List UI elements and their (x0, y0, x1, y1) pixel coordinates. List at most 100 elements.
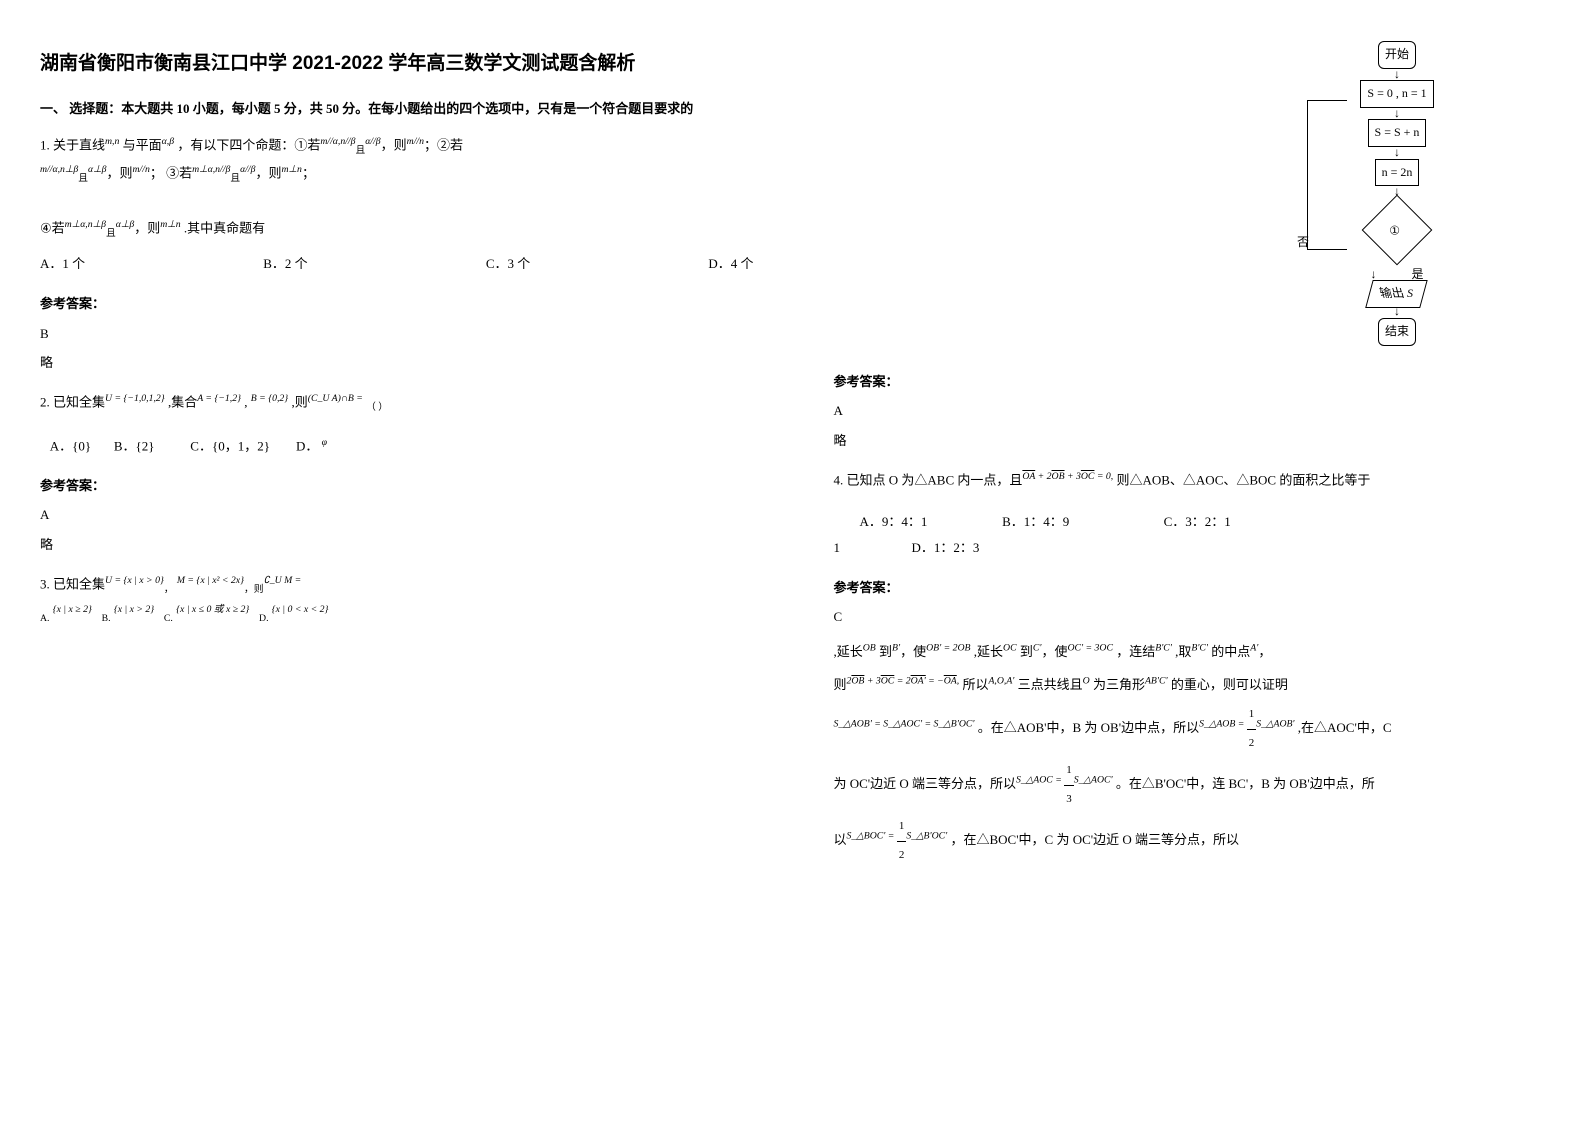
q2-expr: (C_U A)∩B = (308, 393, 363, 404)
q3-opt-b: {x | x > 2} (114, 604, 154, 615)
q1-res2: m//n (132, 164, 149, 175)
q3-opt-a: {x | x ≥ 2} (53, 604, 92, 615)
q4-eq1: OB' = 2OB (926, 643, 970, 654)
flowchart-arrow-3: ↓ (1327, 148, 1467, 158)
q1-stem-5: ； ③若 (150, 166, 192, 181)
q1-stem-6: ④若 (40, 220, 65, 235)
q4-eq2: OC' = 3OC (1067, 643, 1113, 654)
q4-l5-eq-lhs: S_△BOC' = (847, 831, 897, 842)
q4-l3-p1: 。在△AOB'中，B 为 OB'边中点，所以 (974, 720, 1199, 735)
q1-res4: m⊥n (160, 219, 180, 230)
q3-opt-b-pre: B. (102, 613, 111, 624)
q4-l3-eq1: S_△AOB' = S_△AOC' = S_△B'OC' (834, 719, 975, 730)
q1-cond1: m//α,n//β (320, 136, 355, 147)
q4-l3-eq2-lhs: S_△AOB = (1199, 719, 1247, 730)
q3-M: M = {x | x² < 2x} (177, 575, 244, 586)
q3-opt-a-pre: A. (40, 613, 49, 624)
q3-opt-c-pre: C. (164, 613, 173, 624)
q4-half2-den: 2 (897, 842, 907, 870)
q1-stem-3: ，有以下四个命题：①若 (174, 137, 320, 152)
q2-mid2: , (241, 395, 251, 410)
q1-cond3: m⊥α,n//β (192, 164, 230, 175)
q4-answer: C (834, 605, 1548, 628)
q4-comma: ， (1258, 644, 1271, 659)
q4-stem-2: 则△AOB、△AOC、△BOC 的面积之比等于 (1116, 473, 1370, 488)
q4-half2-num: 1 (897, 813, 907, 842)
q4-frac-half: 12 (1247, 701, 1257, 757)
q4-OC: OC (1003, 643, 1017, 654)
question-1: 1. 关于直线m,n 与平面α,β ，有以下四个命题：①若m//α,n//β且α… (40, 132, 754, 277)
q4-sol-p6: ，使 (1041, 644, 1067, 659)
q2-opt-a: A．{0} (50, 438, 91, 453)
q4-opt-a: A．9：4：1 (860, 514, 928, 529)
q1-cond4: m⊥α,n⊥β (65, 219, 106, 230)
q3-opt-d-pre: D. (259, 613, 268, 624)
q4-half-den: 2 (1247, 730, 1257, 758)
flowchart-step2: n = 2n (1375, 159, 1420, 187)
q4-opt-c: C．3：2：1 (1164, 514, 1231, 529)
q3-c1: ， (164, 584, 174, 595)
q4-sol-p4: ,延长 (971, 644, 1004, 659)
q4-frac-third: 13 (1064, 757, 1074, 813)
q2-U: U = {−1,0,1,2} (105, 393, 165, 404)
q1-cond1b: α//β (365, 136, 380, 147)
q1-opt-c: C．3 个 (486, 251, 530, 277)
q4-sol-p1: ,延长 (834, 644, 863, 659)
q3-stem: 3. 已知全集 (40, 577, 105, 592)
q3-opt-d: {x | 0 < x < 2} (272, 604, 329, 615)
question-3: 3. 已知全集U = {x | x > 0}， M = {x | x² < 2x… (40, 571, 754, 628)
q4-l2-p5: 的重心，则可以证明 (1168, 677, 1288, 692)
q4-l2-p2: 所以 (959, 677, 988, 692)
q4-options: A．9：4：1 B．1：4：9 C．3：2：1 1 D．1：2：3 (834, 509, 1548, 561)
q3-expr: ∁_U M = (264, 575, 302, 586)
q1-then-1: ，则 (381, 137, 407, 152)
q2-opt-c: C．{0，1，2} (190, 438, 270, 453)
q4-l5-eq-rhs: S_△B'OC' (906, 831, 947, 842)
flowchart-condition: ① (1362, 194, 1433, 265)
q4-OB: OB (863, 643, 876, 654)
q4-ABpCp: AB'C' (1145, 675, 1168, 686)
flowchart-end: 结束 (1378, 318, 1416, 346)
q2-ref-label: 参考答案： (40, 474, 754, 497)
q1-brief: 略 (40, 351, 754, 374)
q1-mn: m,n (105, 136, 119, 147)
q1-ab: α,β (162, 136, 174, 147)
q4-sol-p2: 到 (876, 644, 892, 659)
q1-semicolon: ； (302, 166, 315, 181)
right-column: 开始 ↓ S = 0 , n = 1 ↓ S = S + n ↓ n = 2n … (794, 0, 1587, 1122)
flowchart-start: 开始 (1378, 41, 1416, 69)
q4-third-den: 3 (1064, 786, 1074, 814)
question-4: 4. 已知点 O 为△ABC 内一点，且OA + 2OB + 3OC = 0, … (834, 467, 1548, 560)
flowchart-output-label: 输出 (1378, 283, 1408, 305)
flowchart-step1: S = S + n (1368, 119, 1427, 147)
question-2: 2. 已知全集U = {−1,0,1,2} ,集合A = {−1,2} , B … (40, 389, 754, 459)
q4-l2-p4: 为三角形 (1090, 677, 1145, 692)
q1-cond2: m//α,n⊥β (40, 164, 78, 175)
q1-tail: .其中真命题有 (181, 220, 266, 235)
q1-opt-a: A．1 个 (40, 251, 85, 277)
q2-brief: 略 (40, 533, 754, 556)
q4-half-num: 1 (1247, 701, 1257, 730)
q4-ref-label: 参考答案： (834, 576, 1548, 599)
q4-l4-eq-lhs: S_△AOC = (1016, 775, 1064, 786)
q4-sol-p5: 到 (1017, 644, 1033, 659)
flowchart: 开始 ↓ S = 0 , n = 1 ↓ S = S + n ↓ n = 2n … (1327, 40, 1467, 347)
q2-mid3: ,则 (288, 395, 308, 410)
q1-options: A．1 个 B．2 个 C．3 个 D．4 个 (40, 251, 754, 277)
flowchart-no-label: 否 (1297, 232, 1309, 254)
flowchart-arrow-2: ↓ (1327, 109, 1467, 119)
q1-ref-label: 参考答案： (40, 292, 754, 315)
section-1-header: 一、 选择题：本大题共 10 小题，每小题 5 分，共 50 分。在每小题给出的… (40, 97, 754, 120)
q1-then-2: ，则 (106, 166, 132, 181)
q1-cond4b: α⊥β (116, 219, 134, 230)
q1-and-2: 且 (78, 173, 88, 184)
q3-ref-label: 参考答案： (834, 370, 1548, 393)
q4-sol-p8: ,取 (1172, 644, 1192, 659)
q1-and-3: 且 (230, 173, 240, 184)
flowchart-arrow-5: ↓是 (1327, 270, 1467, 280)
q2-B: B = {0,2} (251, 393, 288, 404)
left-column: 湖南省衡阳市衡南县江口中学 2021-2022 学年高三数学文测试题含解析 一、… (0, 0, 794, 1122)
q1-cond3b: α//β (240, 164, 255, 175)
q3-opt-c: {x | x ≤ 0 或 x ≥ 2} (176, 604, 249, 615)
q1-stem-4: ；②若 (424, 137, 463, 152)
